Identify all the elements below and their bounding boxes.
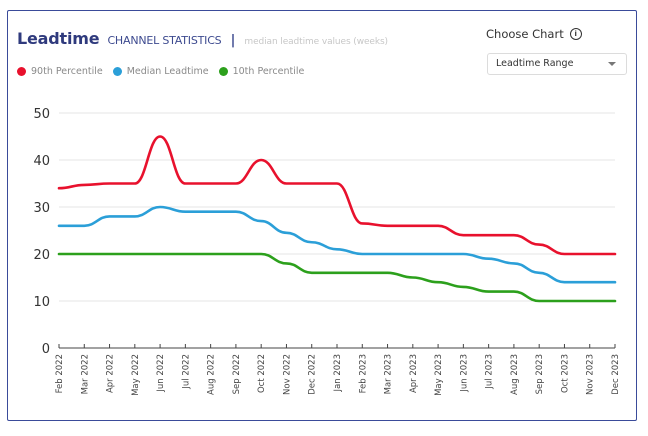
chart-note: median leadtime values (weeks) [244, 37, 388, 47]
x-tick-label: Sep 2023 [535, 354, 545, 394]
y-tick-label: 50 [33, 107, 50, 122]
x-tick-label: May 2022 [131, 354, 141, 396]
legend-item-median-leadtime[interactable]: Median Leadtime [112, 66, 209, 77]
x-tick-label: Feb 2022 [55, 354, 65, 393]
legend-label: 90th Percentile [31, 66, 103, 77]
y-tick-label: 20 [33, 248, 50, 263]
x-tick-label: Aug 2022 [207, 354, 217, 395]
info-icon[interactable]: i [569, 28, 582, 40]
y-tick-label: 0 [42, 342, 50, 357]
choose-chart-text: Choose Chart [486, 27, 564, 41]
legend-label: Median Leadtime [126, 66, 209, 77]
legend-dot-icon [17, 67, 26, 76]
x-tick-label: Apr 2023 [409, 354, 419, 393]
y-tick-label: 30 [33, 201, 50, 216]
x-tick-label: Dec 2023 [611, 354, 621, 395]
x-tick-label: Apr 2022 [106, 354, 116, 393]
x-tick-label: Dec 2022 [308, 354, 318, 395]
series-line-median-leadtime [57, 205, 617, 284]
series-line-10th-percentile [57, 252, 617, 303]
x-tick-label: Aug 2023 [510, 354, 520, 395]
x-tick-label: Nov 2022 [282, 354, 292, 395]
x-tick-label: Jun 2022 [156, 354, 166, 393]
y-tick-label: 10 [33, 295, 50, 310]
x-tick-label: Sep 2022 [232, 354, 242, 394]
series-line-90th-percentile [57, 135, 617, 256]
x-tick-label: Oct 2023 [560, 354, 570, 393]
x-tick-label: Jul 2023 [485, 354, 495, 390]
x-tick-label: Mar 2023 [384, 354, 394, 394]
x-tick-label: Mar 2022 [80, 354, 90, 394]
legend-dot-icon [218, 67, 228, 76]
legend-item-90th-percentile[interactable]: 90th Percentile [17, 66, 103, 77]
chart-type-dropdown[interactable]: Leadtime Range [487, 53, 627, 75]
x-tick-label: Oct 2022 [257, 354, 267, 393]
y-tick-label: 40 [33, 154, 50, 169]
title-separator: | [230, 33, 236, 48]
x-tick-label: Feb 2023 [358, 354, 368, 393]
chevron-down-icon [608, 62, 616, 66]
dropdown-value: Leadtime Range [496, 58, 574, 69]
x-tick-label: May 2023 [434, 354, 444, 396]
legend-item-10th-percentile[interactable]: 10th Percentile [218, 66, 305, 77]
chart-subtitle: CHANNEL STATISTICS [107, 34, 222, 47]
chart-header: Leadtime CHANNEL STATISTICS | median lea… [17, 29, 388, 48]
chart-title: Leadtime [17, 29, 100, 48]
x-tick-label: Jun 2023 [459, 354, 469, 393]
x-tick-label: Jul 2022 [181, 354, 191, 390]
x-tick-label: Nov 2023 [586, 354, 596, 395]
choose-chart-label: Choose Chart i [486, 27, 582, 41]
x-tick-label: Jan 2023 [333, 354, 343, 392]
legend-label: 10th Percentile [232, 66, 305, 77]
chart-legend: 90th Percentile Median Leadtime 10th Per… [17, 66, 304, 77]
legend-dot-icon [112, 67, 122, 76]
